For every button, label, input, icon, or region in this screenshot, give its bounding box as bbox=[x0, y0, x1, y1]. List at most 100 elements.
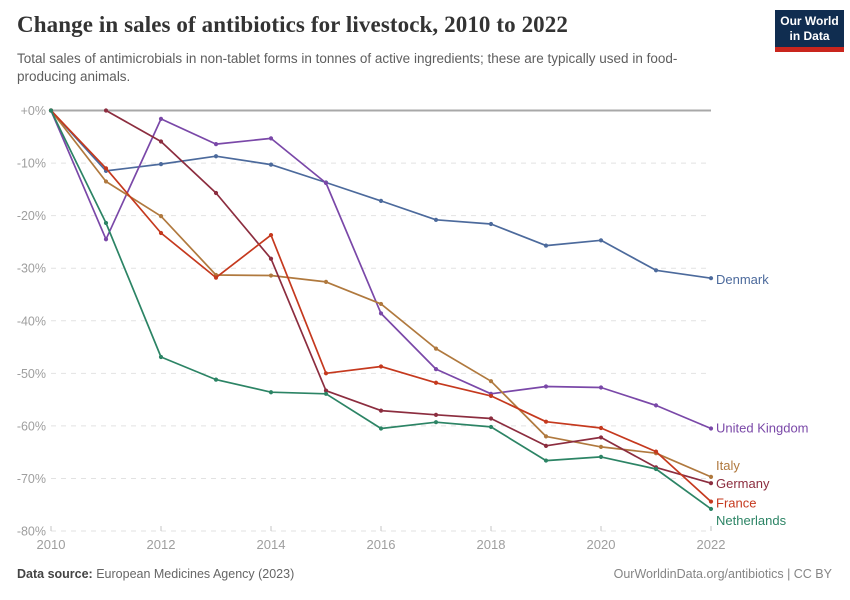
point-denmark-2017[interactable] bbox=[433, 217, 439, 222]
point-italy-2022[interactable] bbox=[708, 474, 714, 479]
line-germany[interactable] bbox=[105, 109, 712, 485]
point-france-2020[interactable] bbox=[598, 425, 604, 431]
x-axis-tick-label: 2014 bbox=[257, 537, 286, 552]
x-axis-tick-label: 2012 bbox=[147, 537, 176, 552]
series-label-netherlands[interactable]: Netherlands bbox=[716, 513, 787, 528]
x-axis-tick-label: 2018 bbox=[477, 537, 506, 552]
y-axis-tick-label: -80% bbox=[17, 525, 46, 539]
series-label-denmark[interactable]: Denmark bbox=[716, 272, 769, 287]
point-netherlands-2021[interactable] bbox=[653, 466, 659, 472]
point-netherlands-2012[interactable] bbox=[158, 354, 164, 360]
point-netherlands-2011[interactable] bbox=[103, 220, 109, 226]
series-label-france[interactable]: France bbox=[716, 496, 756, 511]
point-denmark-2013[interactable] bbox=[213, 154, 219, 159]
point-netherlands-2018[interactable] bbox=[488, 424, 494, 430]
point-united-kingdom-2019[interactable] bbox=[543, 384, 549, 389]
point-italy-2012[interactable] bbox=[158, 214, 164, 219]
point-united-kingdom-2012[interactable] bbox=[158, 116, 164, 122]
point-germany-2022[interactable] bbox=[708, 481, 714, 486]
point-france-2017[interactable] bbox=[433, 380, 439, 385]
point-france-2015[interactable] bbox=[323, 371, 329, 376]
point-italy-2011[interactable] bbox=[103, 179, 109, 184]
point-netherlands-2017[interactable] bbox=[433, 420, 439, 425]
point-germany-2016[interactable] bbox=[378, 408, 384, 413]
x-axis-tick-label: 2010 bbox=[37, 537, 66, 552]
credit-link[interactable]: OurWorldinData.org/antibiotics | CC BY bbox=[613, 567, 832, 581]
y-axis-tick-label: -70% bbox=[17, 472, 46, 486]
point-france-2022[interactable] bbox=[708, 499, 714, 504]
point-united-kingdom-2020[interactable] bbox=[598, 385, 604, 390]
point-france-2011[interactable] bbox=[103, 166, 109, 171]
x-axis-tick-label: 2020 bbox=[587, 537, 616, 552]
y-axis-tick-label: -20% bbox=[17, 209, 46, 223]
point-united-kingdom-2015[interactable] bbox=[323, 180, 329, 186]
data-source-value: European Medicines Agency (2023) bbox=[92, 567, 295, 581]
data-source-label: Data source: bbox=[17, 567, 93, 581]
point-france-2021[interactable] bbox=[653, 449, 659, 454]
point-france-2018[interactable] bbox=[488, 393, 494, 399]
point-denmark-2016[interactable] bbox=[378, 198, 384, 204]
point-germany-2019[interactable] bbox=[543, 443, 549, 448]
point-united-kingdom-2013[interactable] bbox=[213, 142, 219, 147]
point-italy-2018[interactable] bbox=[488, 379, 494, 384]
data-source: Data source: European Medicines Agency (… bbox=[17, 567, 294, 581]
point-netherlands-2010[interactable] bbox=[48, 108, 54, 113]
point-netherlands-2013[interactable] bbox=[213, 377, 219, 382]
owid-logo-line2: in Data bbox=[789, 28, 830, 43]
point-france-2014[interactable] bbox=[268, 232, 274, 238]
point-germany-2011[interactable] bbox=[103, 108, 109, 113]
point-france-2019[interactable] bbox=[543, 419, 549, 424]
y-axis-tick-label: -60% bbox=[17, 419, 46, 433]
point-germany-2017[interactable] bbox=[433, 412, 439, 417]
point-netherlands-2022[interactable] bbox=[708, 506, 714, 512]
point-italy-2016[interactable] bbox=[378, 301, 384, 307]
point-united-kingdom-2022[interactable] bbox=[708, 426, 714, 431]
point-netherlands-2014[interactable] bbox=[268, 390, 274, 395]
point-denmark-2012[interactable] bbox=[158, 162, 164, 167]
point-germany-2014[interactable] bbox=[268, 256, 274, 261]
point-denmark-2018[interactable] bbox=[488, 221, 494, 227]
point-netherlands-2016[interactable] bbox=[378, 426, 384, 431]
point-germany-2012[interactable] bbox=[158, 139, 164, 144]
point-germany-2018[interactable] bbox=[488, 416, 494, 421]
point-france-2012[interactable] bbox=[158, 230, 164, 236]
owid-logo: Our World in Data bbox=[775, 10, 844, 52]
point-italy-2015[interactable] bbox=[323, 279, 329, 284]
point-denmark-2019[interactable] bbox=[543, 243, 549, 248]
point-denmark-2021[interactable] bbox=[653, 268, 659, 273]
point-germany-2020[interactable] bbox=[598, 435, 604, 440]
page-subtitle: Total sales of antimicrobials in non-tab… bbox=[17, 51, 678, 85]
point-united-kingdom-2017[interactable] bbox=[433, 367, 439, 372]
point-germany-2013[interactable] bbox=[213, 190, 219, 196]
y-axis-tick-label: -40% bbox=[17, 314, 46, 328]
point-italy-2019[interactable] bbox=[543, 434, 549, 439]
point-united-kingdom-2014[interactable] bbox=[268, 136, 274, 141]
point-italy-2020[interactable] bbox=[598, 444, 604, 449]
x-axis-tick-label: 2016 bbox=[367, 537, 396, 552]
point-italy-2017[interactable] bbox=[433, 346, 439, 351]
page-title: Change in sales of antibiotics for lives… bbox=[17, 12, 568, 37]
point-denmark-2022[interactable] bbox=[708, 276, 714, 281]
point-germany-2015[interactable] bbox=[323, 388, 329, 393]
series-label-italy[interactable]: Italy bbox=[716, 458, 740, 473]
chart-footer: Data source: European Medicines Agency (… bbox=[17, 567, 832, 581]
series-label-germany[interactable]: Germany bbox=[716, 476, 770, 491]
point-netherlands-2019[interactable] bbox=[543, 458, 549, 463]
y-axis-tick-label: +0% bbox=[21, 104, 46, 118]
point-italy-2014[interactable] bbox=[268, 273, 274, 278]
point-united-kingdom-2011[interactable] bbox=[103, 237, 109, 242]
point-netherlands-2015[interactable] bbox=[323, 391, 329, 396]
point-united-kingdom-2021[interactable] bbox=[653, 403, 659, 408]
series-label-united-kingdom[interactable]: United Kingdom bbox=[716, 421, 809, 436]
point-france-2016[interactable] bbox=[378, 364, 384, 369]
point-denmark-2014[interactable] bbox=[268, 162, 274, 167]
line-united-kingdom[interactable] bbox=[50, 110, 712, 430]
point-denmark-2020[interactable] bbox=[598, 238, 604, 243]
y-axis-tick-label: -10% bbox=[17, 157, 46, 171]
point-united-kingdom-2016[interactable] bbox=[378, 311, 384, 316]
line-netherlands[interactable] bbox=[50, 110, 712, 510]
point-france-2013[interactable] bbox=[213, 275, 219, 280]
point-netherlands-2020[interactable] bbox=[598, 454, 604, 459]
